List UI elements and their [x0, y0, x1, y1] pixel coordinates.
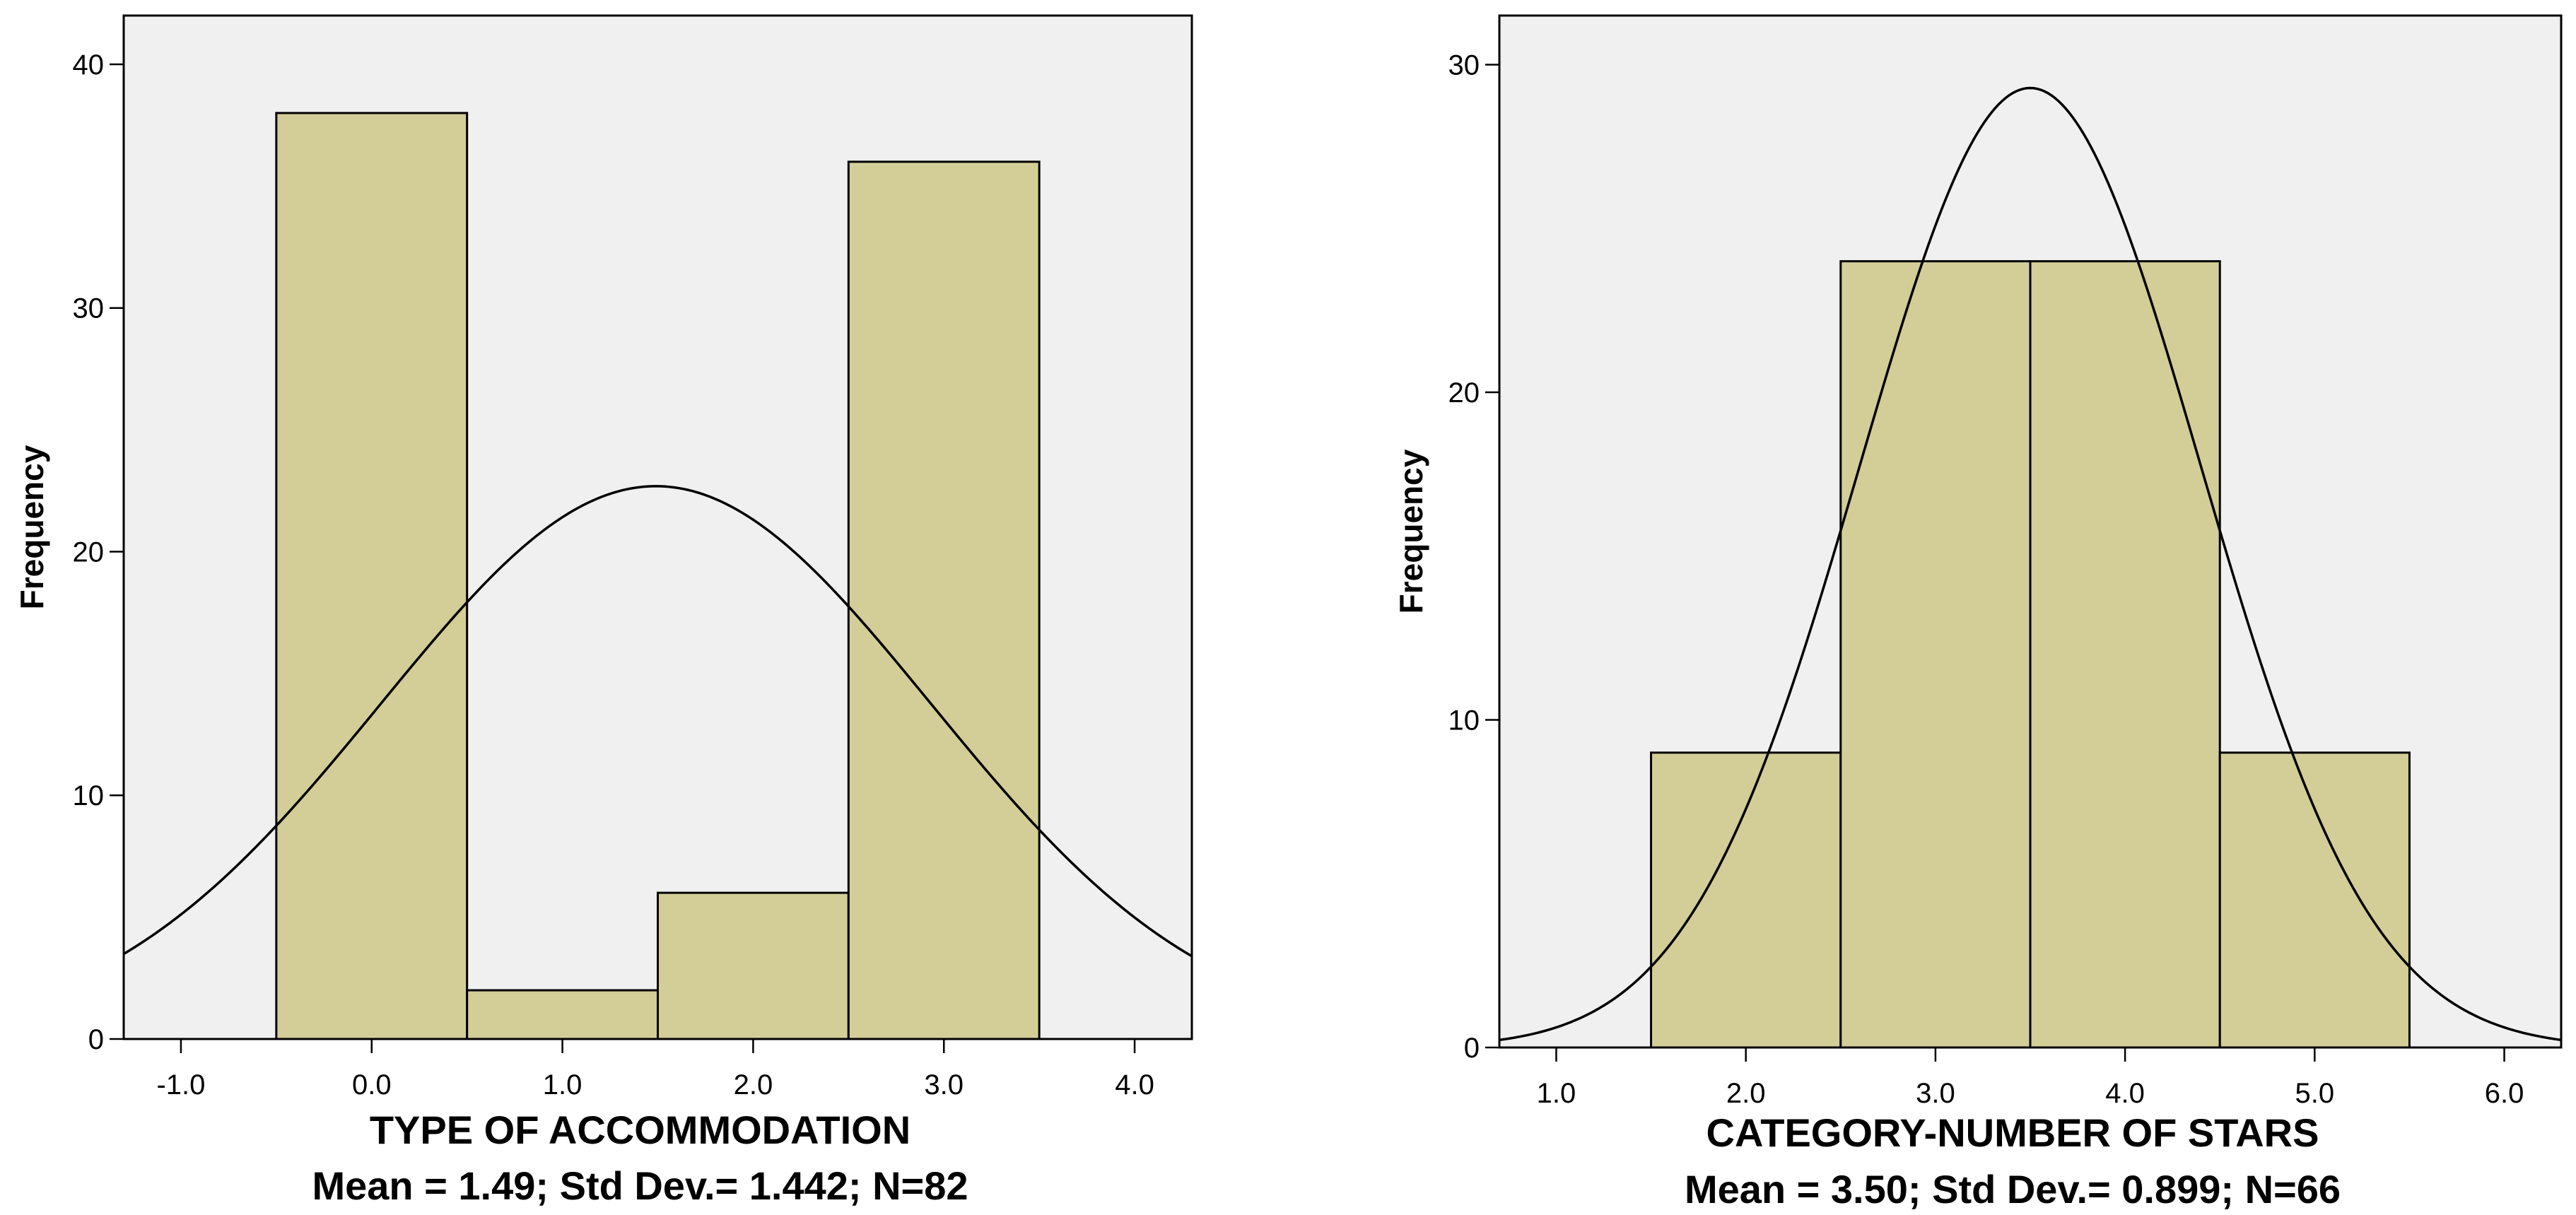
histogram-bar	[466, 989, 660, 1040]
x-axis-ticks: 1.0 2.0 3.0 4.0 5.0 6.0	[1537, 1047, 2524, 1109]
x-tick-label: 5.0	[2295, 1078, 2335, 1109]
x-axis-ticks: -1.0 0.0 1.0 2.0 3.0 4.0	[156, 1039, 1154, 1100]
y-axis-ticks: 0 10 20 30 40	[73, 49, 124, 1055]
x-tick-label: 3.0	[924, 1069, 964, 1100]
y-axis-label: Frequency	[13, 445, 50, 609]
bars	[275, 112, 1041, 1040]
histogram-bar	[1650, 751, 1842, 1049]
y-tick-label: 20	[73, 536, 105, 568]
y-tick-label: 20	[1448, 377, 1480, 409]
y-tick-label: 10	[1448, 705, 1480, 736]
histogram-bar	[275, 112, 469, 1040]
y-tick-label: 10	[73, 780, 105, 811]
x-tick-label: 4.0	[1115, 1069, 1154, 1100]
x-axis-title: TYPE OF ACCOMMODATION	[370, 1108, 911, 1152]
x-axis-title: CATEGORY-NUMBER OF STARS	[1706, 1110, 2319, 1155]
x-tick-label: 2.0	[734, 1069, 773, 1100]
histogram-bar	[2218, 751, 2411, 1049]
histogram-bar	[2029, 260, 2221, 1049]
y-tick-label: 40	[73, 49, 105, 81]
normal-curve	[123, 485, 1193, 958]
summary-statistics: Mean = 1.49; Std Dev.= 1.442; N=82	[312, 1163, 968, 1208]
x-tick-label: 1.0	[543, 1069, 582, 1100]
x-tick-label: 1.0	[1537, 1078, 1576, 1109]
normal-curve	[1499, 86, 2562, 1042]
x-tick-label: 0.0	[352, 1069, 392, 1100]
histogram-bar	[657, 891, 850, 1040]
y-tick-label: 0	[88, 1024, 104, 1055]
histogram-bar	[1839, 260, 2032, 1049]
summary-statistics: Mean = 3.50; Std Dev.= 0.899; N=66	[1685, 1167, 2341, 1211]
y-axis-ticks: 0 10 20 30	[1448, 50, 1499, 1064]
bars	[1650, 260, 2411, 1049]
x-tick-label: 3.0	[1916, 1078, 1955, 1109]
stars-histogram: 0 10 20 30 1.0 2.0 3.0 4.0 5.0 6.0 Frequency CAT…	[1393, 14, 2563, 1211]
x-tick-label: 2.0	[1726, 1078, 1766, 1109]
x-tick-label: 4.0	[2105, 1078, 2145, 1109]
histogram-bar	[847, 160, 1041, 1040]
y-tick-label: 30	[73, 293, 105, 324]
y-axis-label: Frequency	[1393, 449, 1429, 614]
x-tick-label: 6.0	[2485, 1078, 2524, 1109]
y-tick-label: 30	[1448, 50, 1480, 81]
y-tick-label: 0	[1464, 1033, 1480, 1064]
x-tick-label: -1.0	[156, 1069, 205, 1100]
